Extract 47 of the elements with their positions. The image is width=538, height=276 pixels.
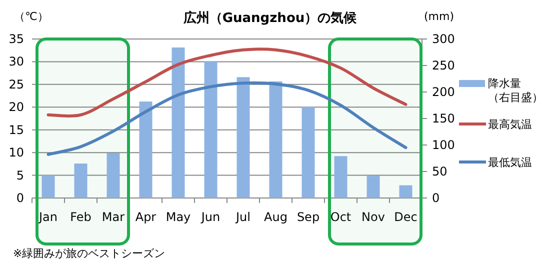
x-tick-label: Jun [200, 210, 220, 224]
x-tick-label: Aug [264, 210, 288, 224]
y-tick-label: 5 [16, 168, 24, 182]
line-series [46, 81, 408, 156]
y-tick-label: 15 [8, 122, 24, 137]
x-tick-label: Sep [296, 210, 320, 224]
y-tick-label: 0 [16, 191, 24, 205]
text: ※緑囲みが旅のベストシーズン [13, 247, 166, 260]
y-tick-label: 35 [8, 32, 24, 46]
y2-tick-label: 0 [432, 191, 440, 205]
x-tick-label: Mar [102, 210, 125, 224]
x-tick-label: Feb [70, 210, 92, 224]
y-tick-label: 20 [8, 100, 24, 114]
x-tick-label: Jul [235, 210, 250, 224]
x-tick-label: Apr [135, 210, 156, 224]
y-tick-label: 30 [8, 54, 24, 69]
bar [204, 61, 218, 198]
bar [139, 102, 152, 198]
x-tick-label: May [166, 210, 191, 224]
y-axis-title: （℃） [14, 10, 48, 23]
y-tick-label: 25 [8, 77, 24, 92]
bar [74, 164, 88, 198]
bar [366, 176, 380, 198]
bar [269, 81, 282, 198]
legend-label: 最低気温 [488, 156, 532, 169]
y2-tick-label: 300 [432, 32, 455, 46]
bar [42, 175, 55, 198]
y2-tick-label: 100 [432, 138, 455, 152]
x-tick-label: Dec [394, 210, 418, 224]
legend-label: 降水量（右目盛） [488, 77, 538, 104]
y2-axis-title: (mm) [424, 10, 454, 23]
y2-tick-label: 150 [432, 112, 455, 126]
bar [334, 156, 348, 198]
bar [399, 185, 412, 198]
x-tick-label: Nov [362, 210, 385, 224]
y2-tick-label: 250 [432, 58, 455, 72]
x-tick-label: Oct [330, 210, 352, 224]
y-tick-label: 10 [8, 146, 24, 160]
bar [236, 77, 250, 198]
x-tick-label: Jan [38, 210, 58, 224]
bar [106, 152, 120, 198]
bar [172, 47, 185, 198]
y2-tick-label: 200 [432, 85, 455, 99]
bar [302, 106, 315, 198]
chart-title: 広州（Guangzhou）の気候 [182, 10, 358, 26]
y2-tick-label: 50 [432, 164, 448, 178]
legend-label: 最高気温 [488, 118, 532, 131]
